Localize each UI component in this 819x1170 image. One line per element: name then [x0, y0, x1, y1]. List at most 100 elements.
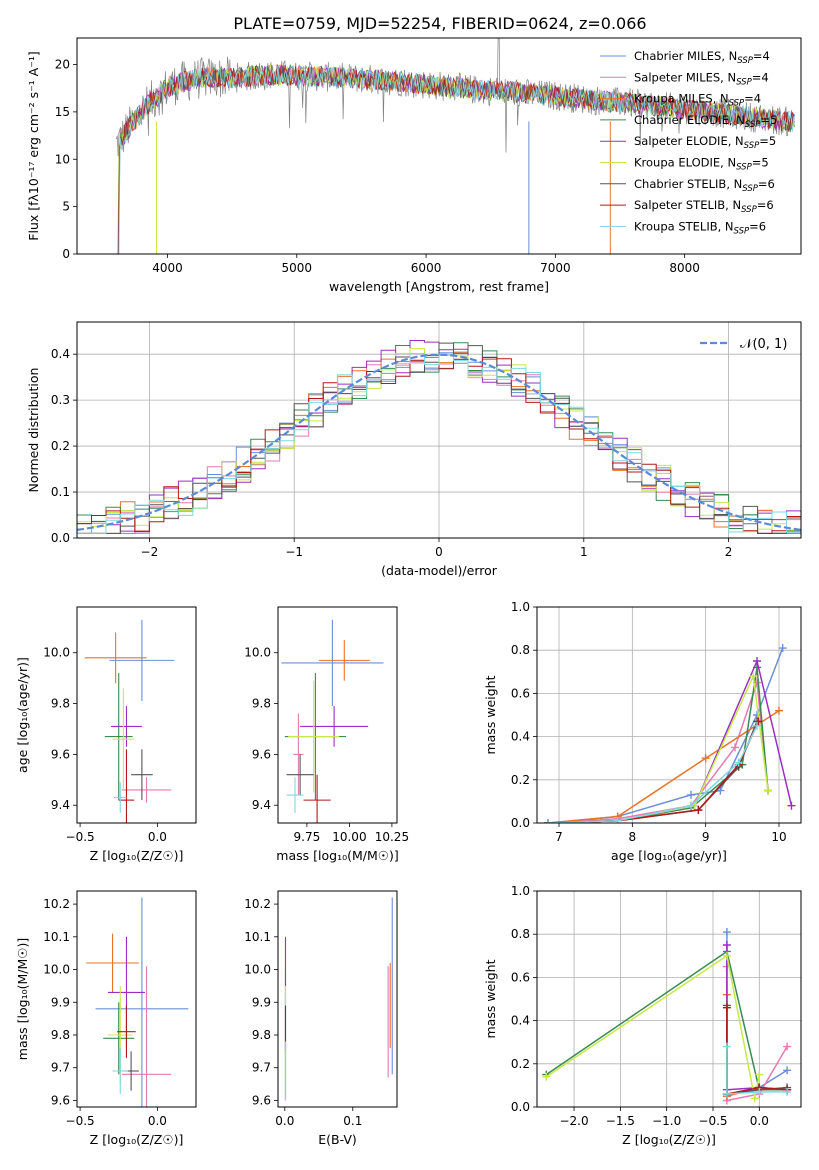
x-tick-label: −1.5 [606, 1114, 635, 1128]
axes-frame [76, 606, 197, 824]
x-axis-label: (data-model)/error [381, 563, 498, 578]
mass-weight-marker [783, 1066, 792, 1075]
figure-title: PLATE=0759, MJD=52254, FIBERID=0624, z=0… [233, 14, 646, 33]
axes-frame [76, 321, 802, 539]
y-tick-label: 10.1 [244, 930, 271, 944]
y-tick-label: 1.0 [511, 600, 530, 614]
mass-weight-line [545, 954, 761, 1099]
y-tick-label: 9.9 [51, 995, 70, 1009]
mass-weight-line [547, 725, 758, 823]
mass-weight-line [547, 682, 769, 823]
axes-frame [277, 606, 398, 824]
age_vs_mass-panel: 9.75 10.00 10.25 9.4 9.6 9.8 10.0 mass [log₁₀(M… [244, 606, 409, 863]
axes-frame [277, 890, 398, 1108]
y-axis-label: age [log₁₀(age/yr)] [15, 657, 30, 773]
spectrum-panel: 4000 5000 6000 7000 8000 0 5 10 15 20 wavelength [… [26, 37, 802, 294]
mass-weight-line [726, 1046, 788, 1095]
mass-weight-marker [613, 816, 622, 823]
y-tick-label: 0.2 [511, 773, 530, 787]
mass-weight-line [547, 647, 784, 823]
x-tick-label: −0.5 [66, 830, 95, 844]
x-tick-label: 0.0 [750, 1114, 769, 1128]
x-tick-label: 8 [629, 830, 637, 844]
x-tick-label: −1.0 [652, 1114, 681, 1128]
legend-entry: Kroupa STELIB, NSSP=6 [634, 219, 766, 236]
mass-weight-marker [694, 806, 703, 815]
mass-weight-marker [750, 1094, 759, 1103]
legend-entry: Salpeter STELIB, NSSP=6 [634, 198, 774, 215]
y-tick-label: 10 [55, 152, 70, 166]
legend-entry: Chabrier MILES, NSSP=4 [634, 49, 770, 66]
y-tick-label: 9.8 [252, 697, 271, 711]
y-tick-label: 0.6 [511, 970, 530, 984]
y-tick-label: 9.4 [51, 798, 70, 812]
y-tick-label: 10.2 [244, 897, 271, 911]
legend-entry: Chabrier STELIB, NSSP=6 [634, 177, 775, 194]
y-tick-label: 10.0 [43, 963, 70, 977]
axes-frame [76, 37, 802, 255]
y-tick-label: 0.4 [51, 347, 70, 361]
mass-weight-marker [687, 801, 695, 810]
mass-weight-marker [687, 790, 695, 799]
x-tick-label: 10.00 [332, 830, 366, 844]
y-tick-label: 10.0 [43, 646, 70, 660]
y-tick-label: 9.8 [252, 1028, 271, 1042]
mass-weight-marker [722, 1042, 731, 1051]
x-tick-label: 7 [555, 830, 563, 844]
mass-weight-marker [755, 1087, 764, 1096]
y-tick-label: 10.2 [43, 897, 70, 911]
y-tick-label: 0.4 [511, 1014, 530, 1028]
mass-weight-marker [722, 941, 731, 949]
y-tick-label: 9.6 [51, 1093, 70, 1107]
y-axis-label: mass weight [483, 959, 498, 1038]
mass_vs_EBV-panel: 0.0 0.1 9.6 9.7 9.8 9.9 10.0 10.1 10.2 E(B-V) [244, 890, 398, 1147]
y-tick-label: 0.8 [511, 927, 530, 941]
mass-weight-marker [787, 801, 796, 810]
plot-area [544, 644, 796, 823]
mass-weight-marker [731, 743, 739, 752]
x-tick-label: 10.25 [375, 830, 409, 844]
plot-area [284, 897, 393, 1101]
mass_vs_Z-panel: −0.5 0.0 9.6 9.7 9.8 9.9 10.0 10.1 10.2 Z [log₁₀(… [15, 890, 197, 1147]
x-axis-label: Z [log₁₀(Z/Z☉)] [622, 1132, 716, 1147]
mass-weight-marker [754, 717, 763, 726]
age_vs_Z-panel: −0.5 0.0 9.4 9.6 9.8 10.0 Z [log₁₀(Z/Z☉)] age [… [15, 606, 197, 863]
y-tick-label: 0.6 [511, 686, 530, 700]
legend-entry: Kroupa ELODIE, NSSP=5 [634, 156, 769, 173]
plot-area [115, 38, 795, 254]
y-axis-label: mass weight [483, 675, 498, 754]
y-tick-label: 1.0 [511, 884, 530, 898]
mass-weight-marker [734, 758, 743, 767]
hist-chabrier_elodie [77, 342, 801, 534]
y-tick-label: 5 [62, 200, 70, 214]
y-tick-label: 9.8 [51, 1028, 70, 1042]
y-tick-label: 15 [55, 105, 70, 119]
axes-frame [536, 890, 802, 1108]
x-tick-label: 0.0 [275, 1114, 294, 1128]
x-tick-label: −0.5 [698, 1114, 727, 1128]
y-tick-label: 0.1 [51, 485, 70, 499]
y-tick-label: 9.4 [252, 798, 271, 812]
axes-frame [536, 606, 802, 824]
plot-area [281, 619, 384, 823]
y-tick-label: 0.2 [511, 1057, 530, 1071]
hist-chabrier_stelib [77, 342, 801, 534]
normal-curve [77, 353, 801, 531]
y-tick-label: 0.0 [51, 531, 70, 545]
mass-weight-marker [753, 657, 761, 665]
y-tick-label: 0.8 [511, 643, 530, 657]
mass-weight-marker [716, 786, 725, 795]
x-axis-label: Z [log₁₀(Z/Z☉)] [90, 1132, 184, 1147]
x-tick-label: 0 [435, 545, 443, 559]
y-tick-label: 9.6 [252, 747, 271, 761]
mass-weight-marker [722, 928, 731, 937]
legend-entry: Chabrier ELODIE, NSSP=5 [634, 113, 777, 130]
x-axis-label: Z [log₁₀(Z/Z☉)] [90, 848, 184, 863]
y-tick-label: 10.0 [244, 646, 271, 660]
mass-weight-marker [749, 672, 758, 681]
x-tick-label: 9 [702, 830, 710, 844]
y-tick-label: 9.6 [51, 747, 70, 761]
x-tick-label: 1 [580, 545, 588, 559]
x-axis-label: age [log₁₀(age/yr)] [611, 848, 727, 863]
